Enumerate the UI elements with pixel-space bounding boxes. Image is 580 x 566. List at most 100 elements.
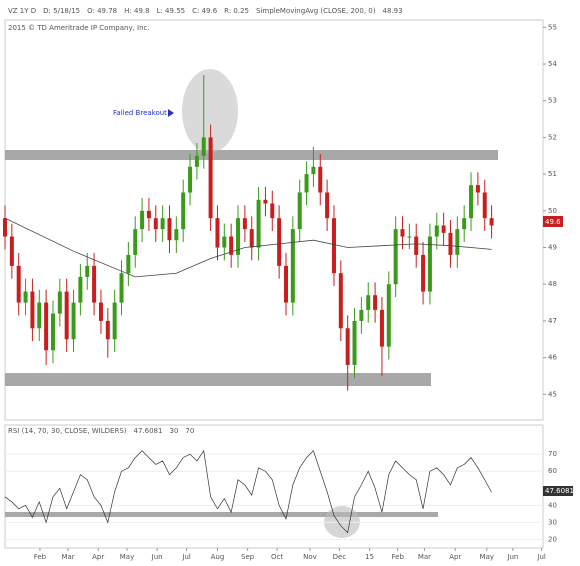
x-tick-label: Jun bbox=[506, 553, 518, 561]
annotation: Failed Breakout bbox=[113, 109, 167, 117]
candle-body bbox=[85, 265, 90, 277]
candle-body bbox=[325, 192, 330, 219]
candle-body bbox=[78, 276, 83, 303]
highlight-circle bbox=[182, 69, 238, 153]
candle-body bbox=[379, 309, 384, 347]
rsi-header-item: RSI (14, 70, 30, CLOSE, WILDERS) bbox=[8, 427, 127, 435]
x-tick-label: Jul bbox=[181, 553, 191, 561]
candle-body bbox=[229, 236, 234, 255]
header-item: D: 5/18/15 bbox=[43, 7, 80, 15]
rsi-label: 47.6081 bbox=[545, 487, 574, 495]
candle-body bbox=[386, 284, 391, 347]
x-tick-label: Feb bbox=[392, 553, 405, 561]
candle-body bbox=[242, 218, 247, 230]
candle-body bbox=[64, 291, 69, 340]
candle-body bbox=[400, 229, 405, 237]
candle-body bbox=[345, 328, 350, 365]
rsi-tick-label: 70 bbox=[548, 450, 557, 458]
y-tick-label: 47 bbox=[548, 317, 557, 325]
candle-body bbox=[290, 229, 295, 303]
candle-body bbox=[236, 218, 241, 255]
rsi-tick-label: 20 bbox=[548, 535, 557, 543]
candle-body bbox=[475, 185, 480, 193]
candle-body bbox=[249, 229, 254, 248]
candle-body bbox=[297, 192, 302, 230]
candle-body bbox=[105, 320, 110, 340]
candle-body bbox=[215, 218, 220, 248]
candle-body bbox=[167, 218, 172, 241]
candle-body bbox=[469, 185, 474, 219]
candle-body bbox=[92, 265, 97, 303]
y-tick-label: 49 bbox=[548, 244, 557, 252]
candle-body bbox=[263, 199, 268, 204]
x-tick-label: Apr bbox=[449, 553, 461, 561]
x-tick-label: Jul bbox=[536, 553, 546, 561]
candle-body bbox=[160, 218, 165, 230]
header-item: VZ 1Y D bbox=[8, 7, 36, 15]
y-tick-label: 46 bbox=[548, 354, 557, 362]
candle-body bbox=[133, 229, 138, 255]
candle-body bbox=[366, 295, 371, 310]
sma-line bbox=[4, 217, 492, 278]
candle-body bbox=[352, 320, 357, 365]
header-item: H: 49.8 bbox=[124, 7, 149, 15]
candle-body bbox=[3, 218, 7, 237]
rsi-tick-label: 30 bbox=[548, 518, 557, 526]
candle-body bbox=[194, 155, 199, 167]
candle-body bbox=[112, 302, 117, 340]
x-tick-label: Feb bbox=[34, 553, 47, 561]
rsi-box bbox=[543, 486, 573, 496]
candle-body bbox=[140, 210, 145, 230]
rsi-tick-label: 60 bbox=[548, 467, 557, 475]
header-item: R: 0.25 bbox=[224, 7, 249, 15]
candle-body bbox=[393, 229, 398, 285]
x-tick-label: Dec bbox=[333, 553, 347, 561]
candle-body bbox=[37, 302, 42, 329]
header-item: SimpleMovingAvg (CLOSE, 200, 0) bbox=[256, 7, 376, 15]
x-tick-label: Aug bbox=[211, 553, 225, 561]
candle-body bbox=[331, 218, 336, 274]
rsi-tick-label: 40 bbox=[548, 501, 557, 509]
y-tick-label: 53 bbox=[548, 97, 557, 105]
candle-body bbox=[489, 218, 494, 226]
resistance-band bbox=[5, 150, 498, 160]
candle-body bbox=[188, 166, 193, 193]
header-item: O: 49.78 bbox=[87, 7, 117, 15]
candle-body bbox=[30, 291, 35, 329]
candle-body bbox=[181, 192, 186, 230]
x-tick-label: Oct bbox=[271, 553, 283, 561]
candle-body bbox=[421, 254, 426, 292]
header-item: 48.93 bbox=[382, 7, 402, 15]
rsi-header-item: 47.6081 bbox=[134, 427, 163, 435]
x-tick-label: May bbox=[480, 553, 494, 561]
candle-body bbox=[482, 192, 487, 219]
candle-body bbox=[441, 225, 446, 233]
candle-body bbox=[311, 166, 316, 175]
rsi-header-item: 30 bbox=[169, 427, 178, 435]
candle-body bbox=[270, 203, 275, 219]
candle-body bbox=[16, 265, 21, 303]
price-box bbox=[543, 216, 563, 227]
rsi-support-band bbox=[5, 512, 438, 517]
candle-body bbox=[153, 218, 158, 230]
candle-body bbox=[427, 236, 432, 292]
candle-body bbox=[146, 210, 151, 219]
rsi-line bbox=[4, 449, 492, 534]
copyright: 2015 © TD Ameritrade IP Company, Inc. bbox=[8, 24, 150, 32]
candle-body bbox=[373, 295, 378, 310]
x-tick-label: Nov bbox=[303, 553, 317, 561]
candle-body bbox=[71, 302, 76, 340]
rsi-header-item: 70 bbox=[185, 427, 194, 435]
x-tick-label: Mar bbox=[61, 553, 74, 561]
header-item: C: 49.6 bbox=[192, 7, 218, 15]
y-tick-label: 51 bbox=[548, 170, 557, 178]
candle-body bbox=[50, 313, 55, 351]
price-label: 49.6 bbox=[545, 218, 561, 226]
annotation-arrow bbox=[168, 109, 174, 117]
candle-body bbox=[455, 229, 460, 255]
candle-body bbox=[208, 137, 213, 219]
candle-body bbox=[126, 254, 131, 274]
y-tick-label: 45 bbox=[548, 390, 557, 398]
x-tick-label: 15 bbox=[365, 553, 374, 561]
